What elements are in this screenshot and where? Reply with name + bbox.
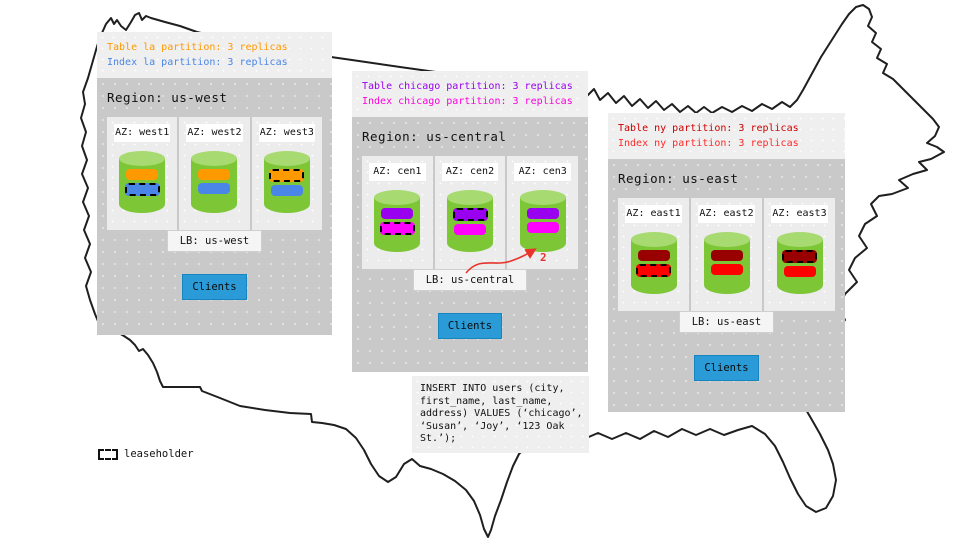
table-partition-note: Table la partition: 3 replicas [107,42,288,53]
cylinder-top [119,151,166,166]
table-partition-note: Table chicago partition: 3 replicas [362,81,573,92]
load-balancer-us-west: LB: us-west [166,230,263,252]
database-node-icon [263,151,310,213]
index-replica-bar [454,224,486,235]
table-replica-bar [381,208,414,219]
index-partition-note: Index chicago partition: 3 replicas [362,96,573,107]
cylinder-body [191,158,238,213]
az-row: AZ: west1 AZ: west2 [107,117,322,230]
index-replica-bar [124,183,160,196]
clients-box: Clients [694,355,759,381]
az-label: AZ: west3 [258,124,315,142]
table-replica-bar [269,169,305,182]
az-column: AZ: cen1 [362,156,433,269]
az-column: AZ: east1 [618,198,689,311]
region-title: Region: us-east [618,171,739,186]
region-panel-us-east: Table ny partition: 3 replicas Index ny … [608,113,845,412]
table-replica-bar [198,169,231,180]
index-replica-bar [270,185,303,196]
az-label: AZ: west2 [186,124,243,142]
step-2-label: 2 [540,251,547,264]
cylinder-body [630,239,677,294]
clients-wrap: Clients [97,274,332,300]
cylinder-body [263,158,310,213]
az-label: AZ: east2 [698,205,755,223]
clients-box: Clients [182,274,247,300]
table-replica-bar [452,208,488,221]
index-replica-bar [783,266,816,277]
region-body: Region: us-east AZ: east1 AZ: east2 [608,159,845,412]
index-replica-bar [636,264,671,277]
index-replica-bar [379,222,415,235]
az-column: AZ: west3 [251,117,322,230]
table-replica-bar [526,208,559,219]
index-replica-bar [710,264,743,275]
partition-notes-us-east: Table ny partition: 3 replicas Index ny … [608,113,845,159]
index-partition-note: Index ny partition: 3 replicas [618,138,799,149]
az-column: AZ: west2 [179,117,250,230]
index-replica-bar [198,183,231,194]
sql-insert-note: INSERT INTO users (city, first_name, las… [412,376,589,453]
az-label: AZ: west1 [114,124,171,142]
cylinder-top [447,190,493,205]
region-title: Region: us-west [107,90,228,105]
table-replica-bar [782,250,817,263]
leaseholder-legend-label: leaseholder [124,448,194,460]
table-replica-bar [637,250,670,261]
cylinder-body [776,239,823,294]
cylinder-top [630,232,677,247]
az-label: AZ: cen1 [369,163,426,181]
clients-wrap: Clients [608,355,845,381]
table-partition-note: Table ny partition: 3 replicas [618,123,799,134]
cylinder-body [119,158,166,213]
az-column: AZ: cen2 [434,156,506,269]
partition-notes-us-central: Table chicago partition: 3 replicas Inde… [352,71,588,117]
cylinder-body [703,239,750,294]
index-partition-note: Index la partition: 3 replicas [107,57,288,68]
database-node-icon [630,232,677,294]
az-label: AZ: cen2 [441,163,499,181]
az-row: AZ: east1 AZ: east2 [618,198,835,311]
cylinder-body [447,197,493,252]
az-column: AZ: cen3 [507,156,579,269]
load-balancer-us-central: LB: us-central [412,269,528,291]
leaseholder-legend: leaseholder [98,448,194,460]
az-column: AZ: west1 [107,117,178,230]
az-label: AZ: east3 [771,205,828,223]
cylinder-body [519,197,566,252]
leaseholder-swatch-icon [98,448,118,460]
database-node-icon [776,232,823,294]
az-label: AZ: cen3 [514,163,572,181]
cylinder-top [519,190,566,205]
cylinder-body [374,197,421,252]
index-replica-bar [526,222,559,233]
clients-box: Clients [437,313,503,339]
cylinder-top [703,232,750,247]
database-node-icon [519,190,566,252]
region-body: Region: us-west AZ: west1 AZ: west2 [97,78,332,335]
load-balancer-us-east: LB: us-east [678,311,775,333]
cylinder-top [776,232,823,247]
cylinder-top [263,151,310,166]
clients-wrap: Clients [352,313,588,339]
database-node-icon [119,151,166,213]
database-node-icon [447,190,493,252]
az-column: AZ: east2 [691,198,762,311]
database-node-icon [374,190,421,252]
az-label: AZ: east1 [625,205,682,223]
region-panel-us-central: Table chicago partition: 3 replicas Inde… [352,71,588,372]
database-node-icon [191,151,238,213]
cylinder-top [374,190,421,205]
az-column: AZ: east3 [764,198,835,311]
region-body: Region: us-central AZ: cen1 AZ: cen2 [352,117,588,372]
region-panel-us-west: Table la partition: 3 replicas Index la … [97,32,332,335]
partition-notes-us-west: Table la partition: 3 replicas Index la … [97,32,332,78]
table-replica-bar [126,169,159,180]
region-title: Region: us-central [362,129,507,144]
table-replica-bar [710,250,743,261]
database-node-icon [703,232,750,294]
cylinder-top [191,151,238,166]
